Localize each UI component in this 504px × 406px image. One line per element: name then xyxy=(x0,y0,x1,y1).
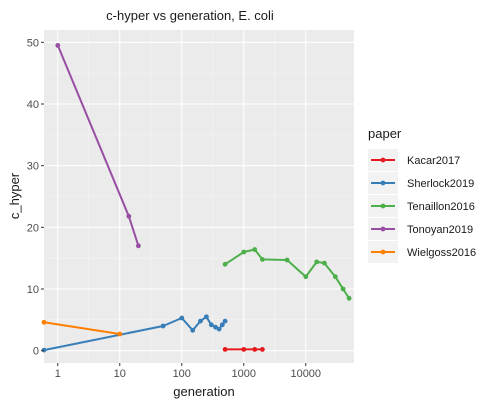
legend-key-point xyxy=(380,203,386,209)
data-point xyxy=(222,261,228,267)
data-point xyxy=(179,315,185,321)
legend-key-point xyxy=(380,157,386,163)
series-wielgoss2016 xyxy=(41,319,123,337)
data-point xyxy=(284,257,290,263)
data-point xyxy=(346,295,352,301)
legend-label: Wielgoss2016 xyxy=(407,247,476,259)
legend-key-point xyxy=(380,249,386,255)
series-tenaillon2016 xyxy=(222,247,352,301)
y-tick-label: 40 xyxy=(27,99,39,111)
legend-key-point xyxy=(380,226,386,232)
series-sherlock2019 xyxy=(41,314,228,353)
data-point xyxy=(322,260,327,266)
data-point xyxy=(204,314,209,320)
legend-label: Sherlock2019 xyxy=(407,178,474,190)
data-point xyxy=(213,324,218,330)
data-point xyxy=(41,319,47,325)
legend-item-tonoyan2019: Tonoyan2019 xyxy=(368,218,473,240)
data-point xyxy=(340,286,346,292)
legend-label: Kacar2017 xyxy=(407,155,460,167)
x-tick-label: 10 xyxy=(114,368,126,380)
x-tick-label: 1 xyxy=(55,368,61,380)
y-tick-label: 0 xyxy=(33,346,39,358)
y-axis-title: c_hyper xyxy=(7,172,22,219)
y-tick-label: 20 xyxy=(27,222,39,234)
series-line xyxy=(43,321,120,335)
legend-item-kacar2017: Kacar2017 xyxy=(368,149,460,171)
legend-key-point xyxy=(380,180,386,186)
data-point xyxy=(314,259,320,265)
data-point xyxy=(241,249,247,255)
legend-item-tenaillon2016: Tenaillon2016 xyxy=(368,195,475,217)
legend: paper Kacar2017 Sherlock2019 Tenaillon2016… xyxy=(368,126,476,263)
x-tick-label: 10000 xyxy=(290,368,321,380)
legend-label: Tenaillon2016 xyxy=(407,201,475,213)
x-tick-label: 100 xyxy=(173,368,191,380)
y-tick-label: 10 xyxy=(27,284,39,296)
data-point xyxy=(41,347,47,353)
data-point xyxy=(136,243,141,249)
data-point xyxy=(252,247,258,252)
series-layer xyxy=(41,43,352,353)
x-tick-label: 1000 xyxy=(232,368,256,380)
x-axis-title: generation xyxy=(173,384,234,399)
y-tick-label: 50 xyxy=(27,37,39,49)
data-point xyxy=(55,43,61,48)
data-point xyxy=(260,257,265,262)
data-point xyxy=(260,347,265,352)
data-point xyxy=(222,318,228,324)
data-point xyxy=(252,347,258,352)
series-tonoyan2019 xyxy=(55,43,141,249)
chart-title: c-hyper vs generation, E. coli xyxy=(106,8,274,23)
legend-label: Tonoyan2019 xyxy=(407,224,473,236)
axis-ticks: 1 10 100 1000 10000 0 10 20 30 40 50 xyxy=(27,37,321,380)
data-point xyxy=(126,213,132,219)
data-point xyxy=(303,274,309,280)
legend-item-sherlock2019: Sherlock2019 xyxy=(368,172,474,194)
data-point xyxy=(222,347,228,352)
series-kacar2017 xyxy=(222,347,265,352)
data-point xyxy=(216,326,222,332)
data-point xyxy=(219,322,225,328)
data-point xyxy=(208,322,214,328)
legend-title: paper xyxy=(368,126,402,141)
data-point xyxy=(117,331,123,337)
data-point xyxy=(332,274,338,280)
data-point xyxy=(190,327,196,333)
data-point xyxy=(160,323,166,329)
data-point xyxy=(198,318,203,324)
y-tick-label: 30 xyxy=(27,161,39,173)
data-point xyxy=(241,347,247,352)
legend-item-wielgoss2016: Wielgoss2016 xyxy=(368,241,476,263)
